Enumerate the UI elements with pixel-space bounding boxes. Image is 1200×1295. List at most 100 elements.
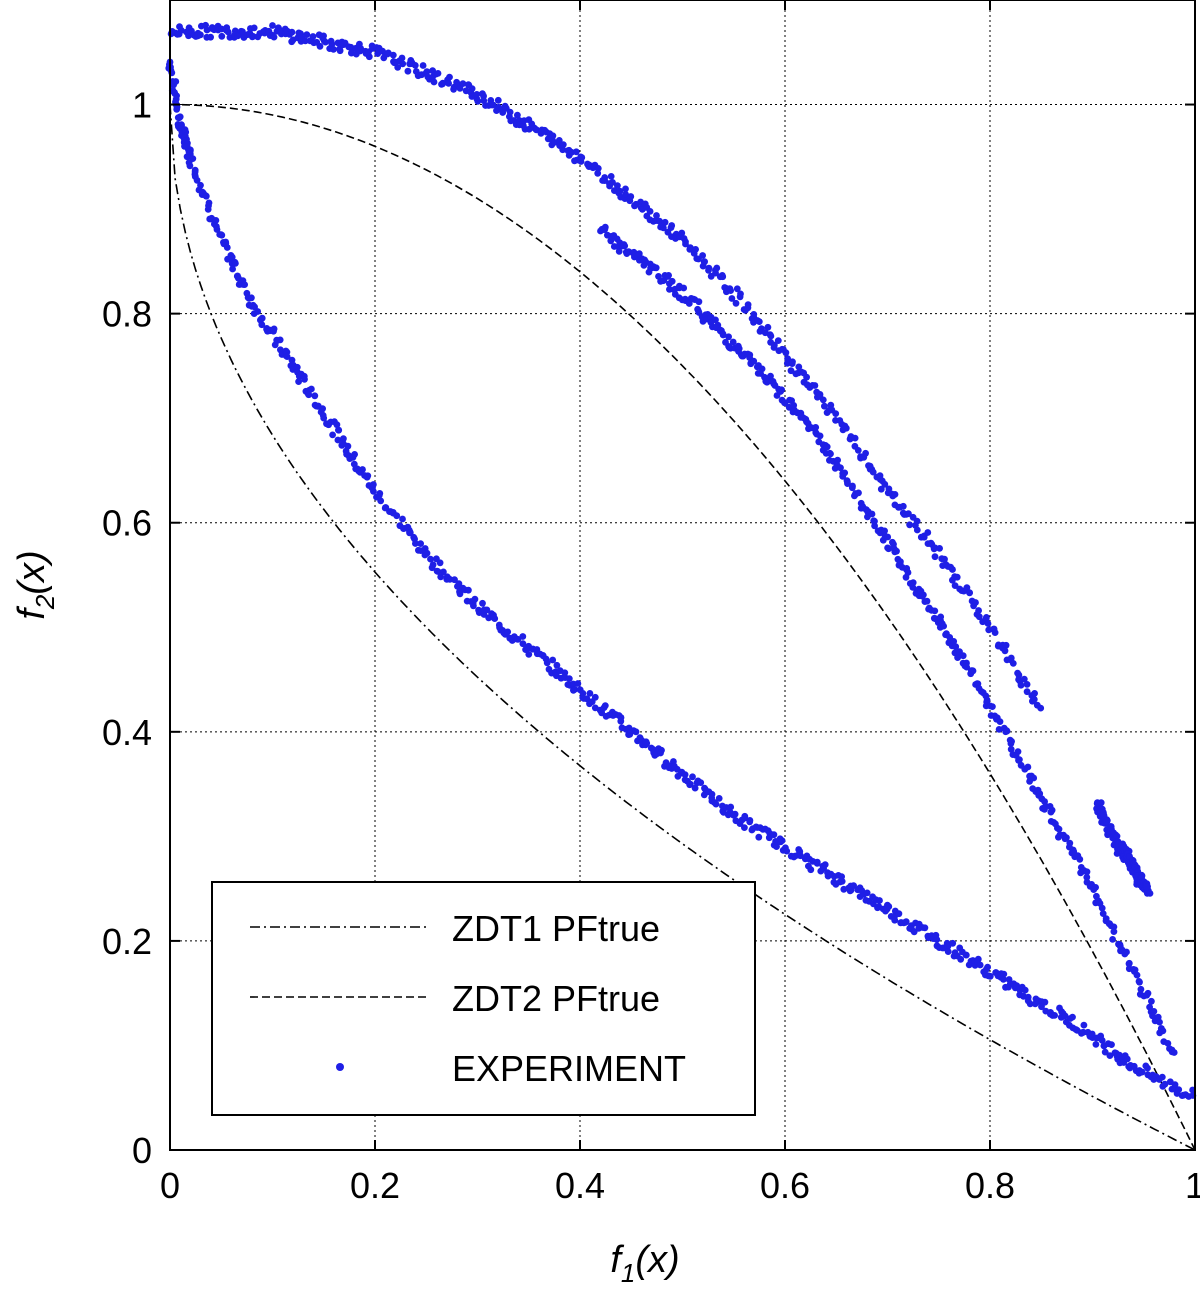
data-point <box>197 31 204 39</box>
data-point <box>754 317 761 324</box>
data-point <box>615 248 623 255</box>
y-tick-label: 1 <box>132 85 152 126</box>
data-point <box>571 686 579 693</box>
data-point <box>712 316 719 324</box>
data-point <box>848 484 856 492</box>
data-point <box>913 526 921 534</box>
data-point <box>984 620 992 627</box>
data-point <box>881 480 889 488</box>
data-point <box>1047 808 1055 816</box>
data-point <box>480 92 487 100</box>
data-point <box>841 469 849 477</box>
data-point <box>909 579 917 586</box>
data-point <box>1103 818 1111 826</box>
data-point <box>686 781 694 789</box>
data-point <box>601 225 609 233</box>
data-point <box>370 481 377 488</box>
data-point <box>1083 868 1091 876</box>
data-point <box>543 659 551 667</box>
data-point <box>893 547 900 555</box>
data-point <box>661 218 669 226</box>
data-point <box>820 865 827 872</box>
data-point <box>474 97 482 105</box>
data-point <box>270 33 278 41</box>
data-point <box>172 78 180 85</box>
data-point <box>834 456 841 464</box>
data-point <box>868 510 876 518</box>
data-point <box>607 173 615 180</box>
data-point <box>319 405 326 413</box>
data-point <box>375 491 383 499</box>
data-point <box>203 26 211 34</box>
data-point <box>1020 675 1028 683</box>
data-point <box>969 667 977 675</box>
data-point <box>344 442 352 450</box>
x-tick-label: 0.6 <box>760 1165 810 1206</box>
data-point <box>869 468 877 476</box>
data-point <box>258 321 266 329</box>
data-point <box>788 360 796 367</box>
data-point <box>1051 1012 1058 1019</box>
data-point <box>678 229 686 237</box>
data-point <box>941 555 948 563</box>
data-point <box>490 614 498 622</box>
data-point <box>439 79 447 87</box>
data-point <box>959 652 967 660</box>
data-point <box>1030 774 1038 782</box>
data-point <box>334 436 342 444</box>
data-point <box>944 948 952 955</box>
data-point <box>1061 1012 1069 1020</box>
data-point <box>333 421 341 429</box>
data-point <box>966 589 973 596</box>
x-tick-label: 1 <box>1185 1165 1200 1206</box>
data-point <box>953 573 961 581</box>
data-point <box>1023 681 1031 688</box>
data-point <box>884 533 892 541</box>
data-point <box>996 718 1004 725</box>
data-point <box>764 323 772 331</box>
data-point <box>417 540 424 547</box>
data-point <box>797 852 804 860</box>
data-point <box>1149 1012 1156 1020</box>
data-point <box>406 529 414 536</box>
data-point <box>1066 1015 1074 1022</box>
data-point <box>559 146 567 154</box>
data-point <box>787 367 795 375</box>
data-point <box>712 800 720 808</box>
data-point <box>931 607 939 615</box>
data-point <box>758 365 766 373</box>
data-point <box>692 246 699 253</box>
data-point <box>1001 647 1009 655</box>
data-point <box>770 831 778 839</box>
data-point <box>1123 1055 1131 1063</box>
data-point <box>949 566 956 573</box>
data-point <box>1158 1073 1166 1081</box>
data-point <box>699 252 706 259</box>
data-point <box>795 363 803 371</box>
data-point <box>1101 1048 1109 1056</box>
data-point <box>1092 1041 1100 1048</box>
data-point <box>891 916 899 924</box>
data-point <box>305 391 313 399</box>
data-point <box>340 435 347 443</box>
data-point <box>207 33 215 41</box>
data-point <box>470 602 477 610</box>
data-point <box>1175 1086 1183 1093</box>
data-point <box>653 212 660 219</box>
data-point <box>895 910 903 918</box>
data-point <box>1109 936 1116 943</box>
data-point <box>578 154 586 161</box>
data-point <box>258 314 266 322</box>
data-point <box>524 645 532 652</box>
data-point <box>533 126 540 134</box>
data-point <box>725 333 732 341</box>
data-point <box>423 68 431 75</box>
data-point <box>572 148 580 156</box>
data-point <box>1099 910 1107 917</box>
data-point <box>821 402 828 410</box>
data-point <box>186 162 194 170</box>
data-point <box>1121 950 1129 958</box>
data-point <box>1021 986 1029 994</box>
data-point <box>412 540 419 547</box>
data-point <box>295 378 302 385</box>
